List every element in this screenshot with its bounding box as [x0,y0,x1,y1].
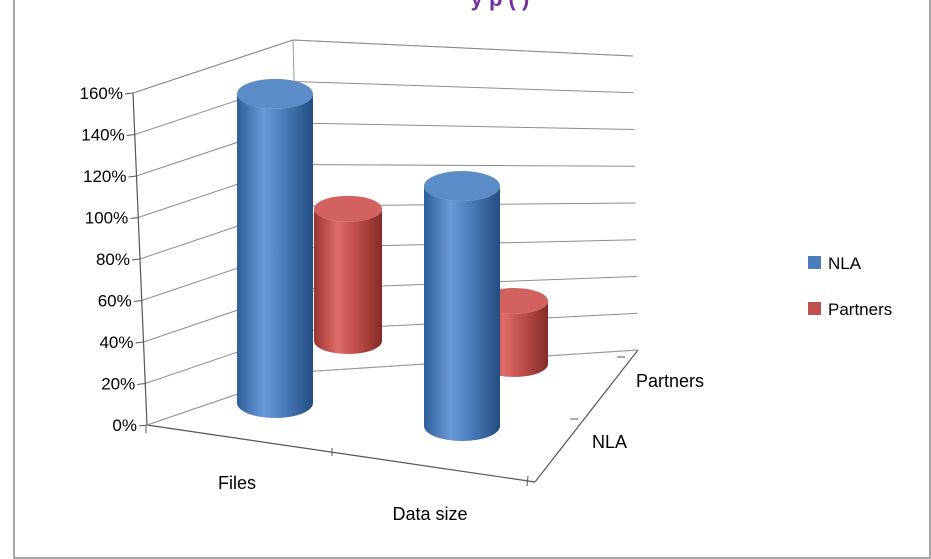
depth-label-nla: NLA [592,432,627,452]
y-axis: 0% 20% 40% 60% 80% 100% 120% 140% 160% [80,84,148,435]
bar-nla-files [237,78,313,419]
y-tick-label: 20% [101,375,135,394]
legend-swatch-partners [808,302,821,315]
y-tick-label: 160% [80,84,123,103]
bar-nla-data-size [424,171,500,441]
y-tick-label: 40% [99,333,133,352]
x-tick-mark [526,475,529,487]
y-tick-label: 60% [98,292,132,311]
y-tick-mark [133,300,142,302]
bars [237,78,548,441]
y-tick-label: 140% [81,126,124,145]
chart-title-fragment: y p ( ) [471,0,530,11]
legend-swatch-nla [808,256,821,269]
depth-label-partners: Partners [636,371,704,391]
x-category-label-data-size: Data size [392,504,467,524]
y-tick-mark [130,217,139,219]
y-tick-mark [126,134,135,136]
gridline [132,39,634,94]
y-tick-mark [137,383,146,385]
y-tick-mark [135,341,144,344]
depth-axis-line [534,349,639,483]
bar-partners-files [314,195,382,354]
y-tick-mark [128,175,137,178]
legend: NLA Partners [808,254,892,319]
y-tick-label: 120% [83,167,126,186]
legend-label-nla: NLA [828,254,862,273]
y-tick-mark [124,92,134,95]
y-tick-label: 0% [112,416,137,435]
y-tick-label: 80% [96,250,130,269]
y-tick-label: 100% [85,209,128,228]
y-tick-mark [131,258,141,261]
y-axis-line [132,92,148,426]
legend-label-partners: Partners [828,300,892,319]
x-category-label-files: Files [218,473,256,493]
x-axis-line [146,424,536,483]
